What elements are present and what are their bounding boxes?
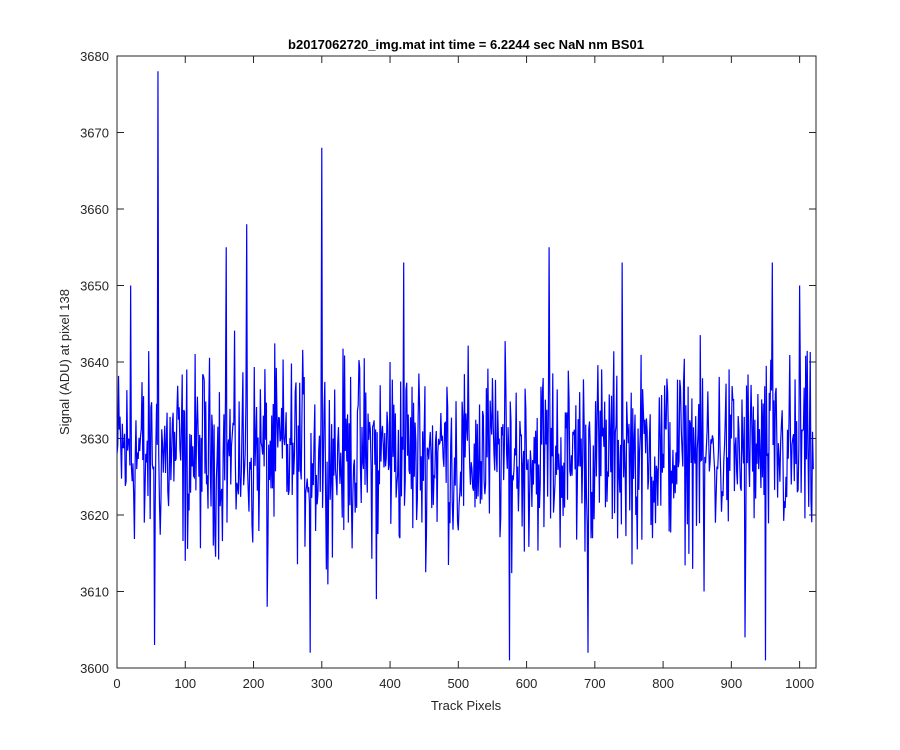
x-tick-label: 700 xyxy=(584,676,606,691)
y-tick-label: 3620 xyxy=(80,508,109,523)
x-tick-label: 500 xyxy=(447,676,469,691)
y-tick-label: 3680 xyxy=(80,49,109,64)
x-tick-label: 800 xyxy=(652,676,674,691)
y-tick-label: 3670 xyxy=(80,126,109,141)
x-tick-label: 600 xyxy=(516,676,538,691)
series-line xyxy=(117,71,814,661)
x-tick-label: 900 xyxy=(721,676,743,691)
y-tick-label: 3660 xyxy=(80,202,109,217)
x-axis-label: Track Pixels xyxy=(431,698,502,713)
y-tick-label: 3610 xyxy=(80,585,109,600)
y-tick-label: 3640 xyxy=(80,355,109,370)
y-tick-label: 3600 xyxy=(80,661,109,676)
x-tick-label: 0 xyxy=(113,676,120,691)
y-axis-label: Signal (ADU) at pixel 138 xyxy=(57,289,72,435)
y-tick-label: 3630 xyxy=(80,432,109,447)
x-tick-label: 200 xyxy=(243,676,265,691)
x-tick-label: 400 xyxy=(379,676,401,691)
y-tick-label: 3650 xyxy=(80,279,109,294)
x-tick-label: 100 xyxy=(174,676,196,691)
plot-area-frame xyxy=(116,55,817,669)
series-layer xyxy=(117,71,814,661)
x-tick-label: 300 xyxy=(311,676,333,691)
axis-ticks: 0 100 200 300 400 500 600 700 800 900 1000 3600 3610… xyxy=(80,49,816,691)
x-tick-label: 1000 xyxy=(785,676,814,691)
chart-title: b2017062720_img.mat int time = 6.2244 se… xyxy=(288,37,644,52)
